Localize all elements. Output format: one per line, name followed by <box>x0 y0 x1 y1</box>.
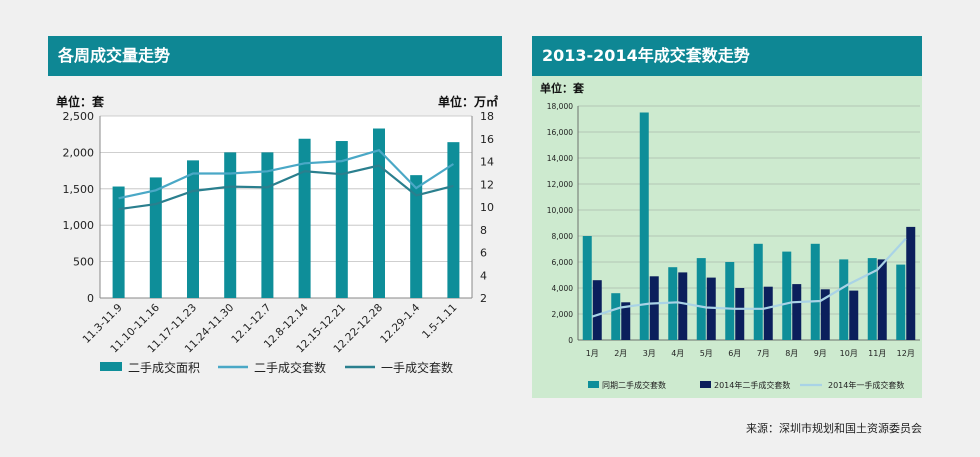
left-chart-title: 各周成交量走势 <box>48 36 502 76</box>
legend-swatch-bar <box>100 362 122 371</box>
y-tick-label: 8,000 <box>552 232 574 241</box>
source-note: 来源：深圳市规划和国土资源委员会 <box>746 422 922 435</box>
y-tick-label: 16,000 <box>547 128 573 137</box>
bar-2014-secondhand <box>877 259 887 340</box>
bar-prior-secondhand <box>753 243 763 340</box>
x-tick-label: 4月 <box>671 349 684 358</box>
right-y-tick-label: 10 <box>480 201 494 214</box>
line-secondhand-units <box>118 148 454 200</box>
right-y-tick-label: 2 <box>480 292 487 305</box>
bar-secondhand-area <box>261 152 274 298</box>
right-unit-label: 单位：套 <box>540 81 585 95</box>
bar-2014-secondhand <box>763 286 773 340</box>
x-tick-label: 8月 <box>785 349 798 358</box>
legend-label: 2014年二手成交套数 <box>714 380 790 390</box>
bar-2014-secondhand <box>621 302 631 340</box>
legend-label: 2014年一手成交套数 <box>828 380 904 390</box>
bar-2014-secondhand <box>735 288 745 340</box>
x-tick-label: 12月 <box>897 349 915 358</box>
bar-prior-secondhand <box>725 262 735 340</box>
right-y-tick-label: 6 <box>480 247 487 260</box>
right-y-tick-label: 14 <box>480 156 494 169</box>
bar-prior-secondhand <box>867 258 877 340</box>
y-tick-label: 6,000 <box>552 258 574 267</box>
y-tick-label: 0 <box>568 336 573 345</box>
bar-secondhand-area <box>298 138 311 298</box>
bar-prior-secondhand <box>582 236 592 340</box>
x-tick-label: 2月 <box>614 349 627 358</box>
x-tick-label: 9月 <box>814 349 827 358</box>
bar-2014-secondhand <box>906 226 916 340</box>
legend-swatch-bar <box>588 381 599 388</box>
x-tick-label: 3月 <box>643 349 656 358</box>
line-firsthand-units <box>118 164 454 211</box>
bar-secondhand-area <box>410 175 423 298</box>
bar-prior-secondhand <box>611 293 621 340</box>
right-unit-label: 单位：万㎡ <box>438 94 498 109</box>
plot-area <box>100 116 472 298</box>
legend-label: 同期二手成交套数 <box>602 380 666 390</box>
right-y-tick-label: 16 <box>480 133 494 146</box>
bar-2014-secondhand <box>592 280 602 340</box>
bar-secondhand-area <box>335 141 348 298</box>
bar-secondhand-area <box>447 142 460 298</box>
bar-2014-secondhand <box>678 272 688 340</box>
bar-2014-secondhand <box>820 289 830 340</box>
bar-2014-secondhand <box>849 290 859 340</box>
legend-label: 二手成交面积 <box>128 360 200 375</box>
bar-prior-secondhand <box>639 112 649 340</box>
right-chart-title: 2013-2014年成交套数走势 <box>532 36 922 76</box>
y-tick-label: 10,000 <box>547 206 573 215</box>
x-tick-label: 1.5-1.11 <box>420 302 460 342</box>
left-unit-label: 单位：套 <box>56 94 105 109</box>
left-y-tick-label: 2,000 <box>63 146 95 159</box>
x-tick-label: 5月 <box>700 349 713 358</box>
left-y-tick-label: 0 <box>87 292 94 305</box>
right-y-tick-label: 18 <box>480 110 494 123</box>
x-tick-label: 6月 <box>728 349 741 358</box>
y-tick-label: 4,000 <box>552 284 574 293</box>
bar-prior-secondhand <box>810 243 820 340</box>
bar-2014-secondhand <box>792 284 802 340</box>
bar-secondhand-area <box>187 160 199 298</box>
monthly-transaction-chart: 单位：套 0 2,000 4,000 6,000 8,000 10,000 12,000 14… <box>532 76 922 398</box>
bar-prior-secondhand <box>896 264 906 340</box>
bar-secondhand-area <box>112 186 125 298</box>
weekly-transaction-chart: 单位：套 单位：万㎡ 0 500 1,000 1,500 2,000 2,500 2 4 6 8 1… <box>56 94 498 375</box>
y-tick-label: 2,000 <box>552 310 574 319</box>
x-tick-label: 1月 <box>586 349 599 358</box>
y-tick-label: 18,000 <box>547 102 573 111</box>
left-y-tick-label: 2,500 <box>63 110 95 123</box>
legend-swatch-bar <box>700 381 711 388</box>
x-tick-label: 10月 <box>840 349 858 358</box>
right-y-tick-label: 4 <box>480 269 487 282</box>
left-y-tick-label: 500 <box>73 256 94 269</box>
bar-secondhand-area <box>373 128 385 298</box>
left-y-tick-label: 1,500 <box>63 183 95 196</box>
bar-secondhand-area <box>149 177 162 298</box>
bar-secondhand-area <box>224 152 237 298</box>
legend-label: 二手成交套数 <box>254 360 326 375</box>
line-2014-firsthand <box>591 237 907 318</box>
x-tick-label: 7月 <box>757 349 770 358</box>
y-tick-label: 14,000 <box>547 154 573 163</box>
right-y-tick-label: 12 <box>480 178 494 191</box>
bar-prior-secondhand <box>782 251 792 340</box>
legend-label: 一手成交套数 <box>381 360 453 375</box>
bar-2014-secondhand <box>649 276 659 340</box>
bar-prior-secondhand <box>839 259 849 340</box>
x-tick-label: 11月 <box>868 349 886 358</box>
y-tick-label: 12,000 <box>547 180 573 189</box>
right-y-tick-label: 8 <box>480 224 487 237</box>
left-y-tick-label: 1,000 <box>63 219 95 232</box>
x-tick-label: 12.29-1.4 <box>378 301 422 345</box>
bar-prior-secondhand <box>696 258 706 340</box>
right-chart-background <box>532 76 922 398</box>
